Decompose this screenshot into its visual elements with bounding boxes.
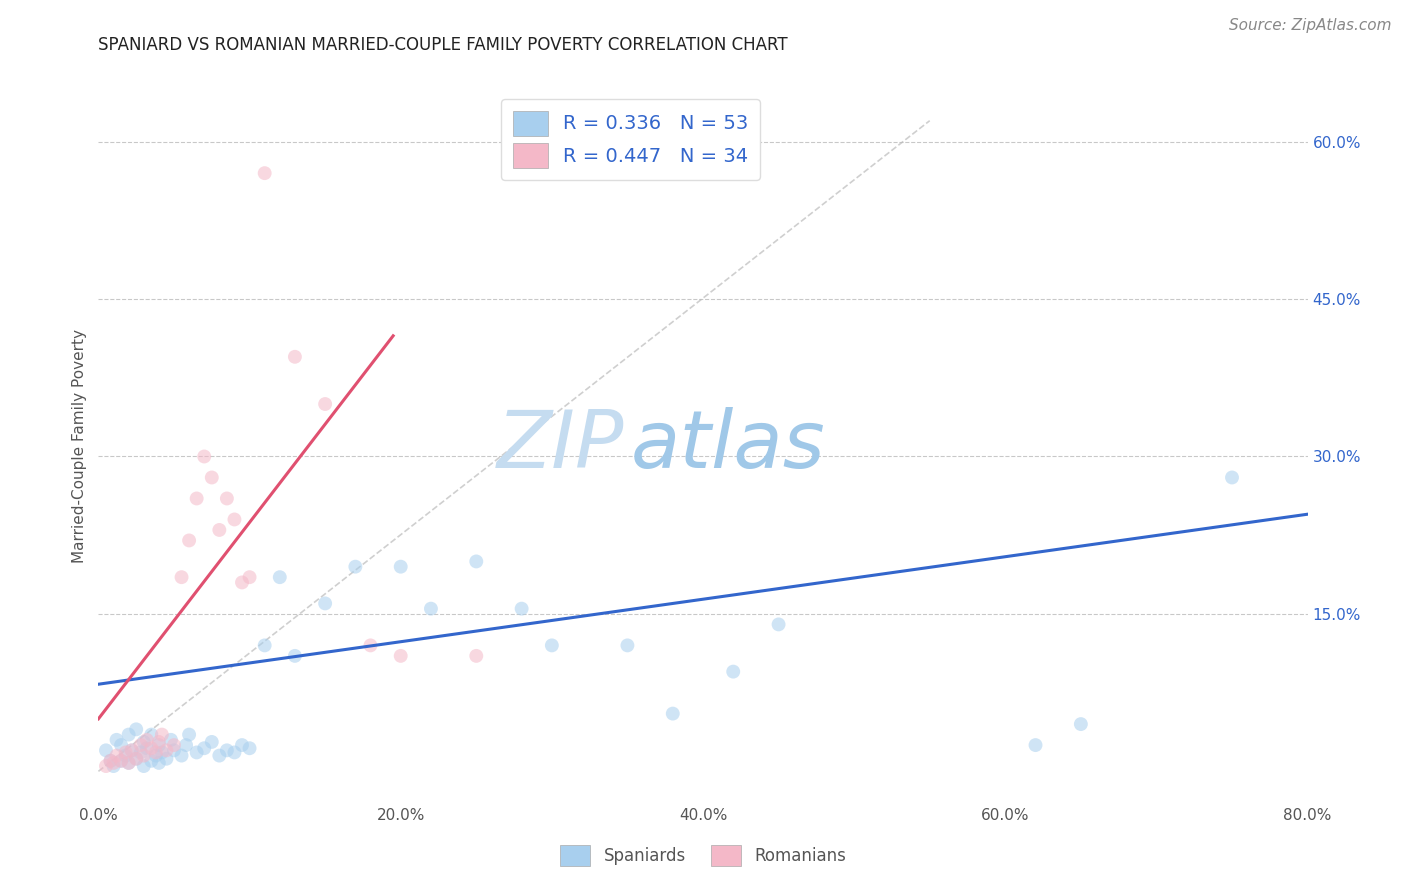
Point [150,728,173,742]
Point [100,754,122,768]
Point [1220,470,1243,484]
Text: Source: ZipAtlas.com: Source: ZipAtlas.com [1229,18,1392,33]
Point [253,166,276,180]
Legend: Spaniards, Romanians: Spaniards, Romanians [554,838,852,873]
Point [215,743,238,757]
Point [174,738,197,752]
Point [132,748,155,763]
Point [179,533,201,548]
Point [239,741,262,756]
Point [121,743,143,757]
Point [163,743,186,757]
Point [344,559,367,574]
Point [768,617,790,632]
Point [314,397,336,411]
Point [105,732,128,747]
Point [269,570,291,584]
Point [193,450,215,464]
Point [163,738,186,752]
Point [150,746,173,760]
Point [661,706,683,721]
Y-axis label: Married-Couple Family Poverty: Married-Couple Family Poverty [72,329,87,563]
Point [510,601,533,615]
Point [155,743,177,757]
Point [141,741,163,756]
Point [105,748,128,763]
Point [170,748,193,763]
Point [179,728,201,742]
Point [723,665,745,679]
Point [132,735,155,749]
Point [186,491,208,506]
Point [284,350,307,364]
Point [389,648,412,663]
Point [94,743,117,757]
Point [231,738,253,752]
Point [135,741,157,756]
Point [239,570,262,584]
Point [155,752,177,766]
Point [103,756,125,770]
Point [224,512,246,526]
Point [465,648,488,663]
Point [125,752,148,766]
Point [616,639,638,653]
Point [253,639,276,653]
Text: atlas: atlas [630,407,825,485]
Point [201,735,224,749]
Point [118,728,141,742]
Point [110,754,132,768]
Point [170,570,193,584]
Point [132,759,155,773]
Point [118,756,141,770]
Point [284,648,307,663]
Point [208,748,231,763]
Point [465,554,488,568]
Point [1070,717,1092,731]
Point [121,743,143,757]
Point [103,759,125,773]
Point [186,746,208,760]
Text: ZIP: ZIP [498,407,624,485]
Point [110,738,132,752]
Point [100,754,122,768]
Point [201,470,224,484]
Point [360,639,382,653]
Point [160,732,183,747]
Point [114,748,136,763]
Point [110,754,132,768]
Point [129,738,152,752]
Text: SPANIARD VS ROMANIAN MARRIED-COUPLE FAMILY POVERTY CORRELATION CHART: SPANIARD VS ROMANIAN MARRIED-COUPLE FAMI… [98,36,787,54]
Point [389,559,412,574]
Point [114,746,136,760]
Point [125,723,148,737]
Point [193,741,215,756]
Point [148,735,170,749]
Point [208,523,231,537]
Point [135,732,157,747]
Point [231,575,253,590]
Point [148,756,170,770]
Point [141,754,163,768]
Point [145,746,167,760]
Point [1024,738,1046,752]
Point [224,746,246,760]
Point [141,728,163,742]
Point [540,639,562,653]
Point [125,752,148,766]
Point [148,738,170,752]
Point [314,596,336,610]
Point [129,746,152,760]
Point [145,748,167,763]
Point [118,756,141,770]
Point [420,601,443,615]
Point [215,491,238,506]
Point [94,759,117,773]
